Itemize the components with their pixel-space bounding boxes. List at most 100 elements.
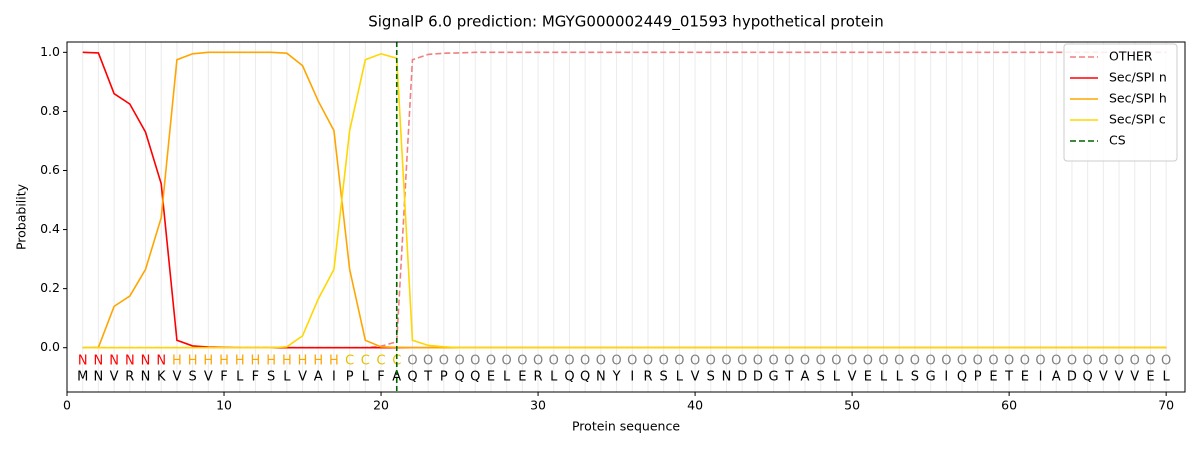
region-label: O [800, 354, 810, 369]
region-label: O [988, 354, 998, 369]
residue: E [1146, 370, 1154, 385]
residue: L [880, 370, 888, 385]
legend-box [1063, 43, 1178, 162]
residue: L [896, 370, 904, 385]
region-label: O [454, 354, 464, 369]
x-tick-label: 40 [687, 398, 703, 413]
region-label: H [266, 354, 276, 369]
region-label: O [517, 354, 527, 369]
residue: A [392, 370, 401, 385]
region-label: C [377, 354, 386, 369]
residue: A [314, 370, 323, 385]
plot-frame [66, 41, 1186, 393]
residue: N [94, 370, 104, 385]
region-label: O [564, 354, 574, 369]
region-label: O [753, 354, 763, 369]
region-label: O [502, 354, 512, 369]
residue: Q [580, 370, 590, 385]
region-label: N [94, 354, 104, 369]
residue: L [362, 370, 370, 385]
residue: A [801, 370, 810, 385]
region-label: O [863, 354, 873, 369]
region-label: O [721, 354, 731, 369]
y-tick-label: 0.6 [40, 162, 60, 177]
residue: E [864, 370, 872, 385]
x-tick-label: 30 [530, 398, 546, 413]
residue: L [503, 370, 511, 385]
residue: L [676, 370, 684, 385]
region-label: O [533, 354, 543, 369]
residue: A [1052, 370, 1061, 385]
region-label: O [878, 354, 888, 369]
series-line [82, 51, 1167, 349]
region-label: O [1067, 354, 1077, 369]
y-axis-label: Probability [14, 183, 29, 250]
legend-label: OTHER [1109, 49, 1153, 64]
residue: G [926, 370, 936, 385]
region-label: O [737, 354, 747, 369]
residue: Q [1083, 370, 1093, 385]
residue: P [974, 370, 982, 385]
residue: R [125, 370, 134, 385]
region-label: O [643, 354, 653, 369]
region-label: O [941, 354, 951, 369]
residue: F [377, 370, 384, 385]
series-line [82, 52, 1167, 349]
region-label: O [1020, 354, 1030, 369]
region-label: O [910, 354, 920, 369]
x-tick-label: 10 [216, 398, 232, 413]
residue: L [550, 370, 558, 385]
residue: S [707, 370, 715, 385]
region-label: O [486, 354, 496, 369]
chart-title: SignalP 6.0 prediction: MGYG000002449_01… [368, 13, 884, 32]
residue: I [332, 370, 336, 385]
region-label: N [141, 354, 151, 369]
residue: V [110, 370, 119, 385]
region-label: O [1004, 354, 1014, 369]
residue: I [630, 370, 634, 385]
x-tick-label: 50 [844, 398, 860, 413]
region-label: N [156, 354, 166, 369]
region-label: O [1145, 354, 1155, 369]
residue: P [346, 370, 354, 385]
residue: D [753, 370, 763, 385]
residue: Q [407, 370, 417, 385]
y-tick-label: 1.0 [40, 44, 60, 59]
region-label: O [1161, 354, 1171, 369]
region-label: H [172, 354, 182, 369]
residue: K [157, 370, 166, 385]
x-axis-label: Protein sequence [572, 419, 680, 434]
residue: F [252, 370, 259, 385]
residue: L [283, 370, 291, 385]
region-label: H [188, 354, 198, 369]
region-label: O [1051, 354, 1061, 369]
region-label: H [219, 354, 229, 369]
legend-label: CS [1109, 133, 1126, 148]
region-label: O [580, 354, 590, 369]
region-label: O [439, 354, 449, 369]
x-tick-label: 0 [63, 398, 71, 413]
region-label: H [298, 354, 308, 369]
legend-label: Sec/SPI h [1109, 91, 1167, 106]
residue: V [691, 370, 700, 385]
residue: T [423, 370, 432, 385]
region-label: O [596, 354, 606, 369]
residue: S [267, 370, 275, 385]
y-tick-label: 0.8 [40, 103, 60, 118]
residue: V [1099, 370, 1108, 385]
region-label: H [235, 354, 245, 369]
residue: P [440, 370, 448, 385]
legend-label: Sec/SPI c [1109, 112, 1166, 127]
residue: I [1039, 370, 1043, 385]
residue: E [989, 370, 997, 385]
series-line [82, 51, 1167, 349]
residue: N [141, 370, 151, 385]
residue: G [769, 370, 779, 385]
region-label: O [784, 354, 794, 369]
region-label: O [549, 354, 559, 369]
residue: Q [470, 370, 480, 385]
residue: L [1163, 370, 1171, 385]
residue: S [817, 370, 825, 385]
residue: N [596, 370, 606, 385]
